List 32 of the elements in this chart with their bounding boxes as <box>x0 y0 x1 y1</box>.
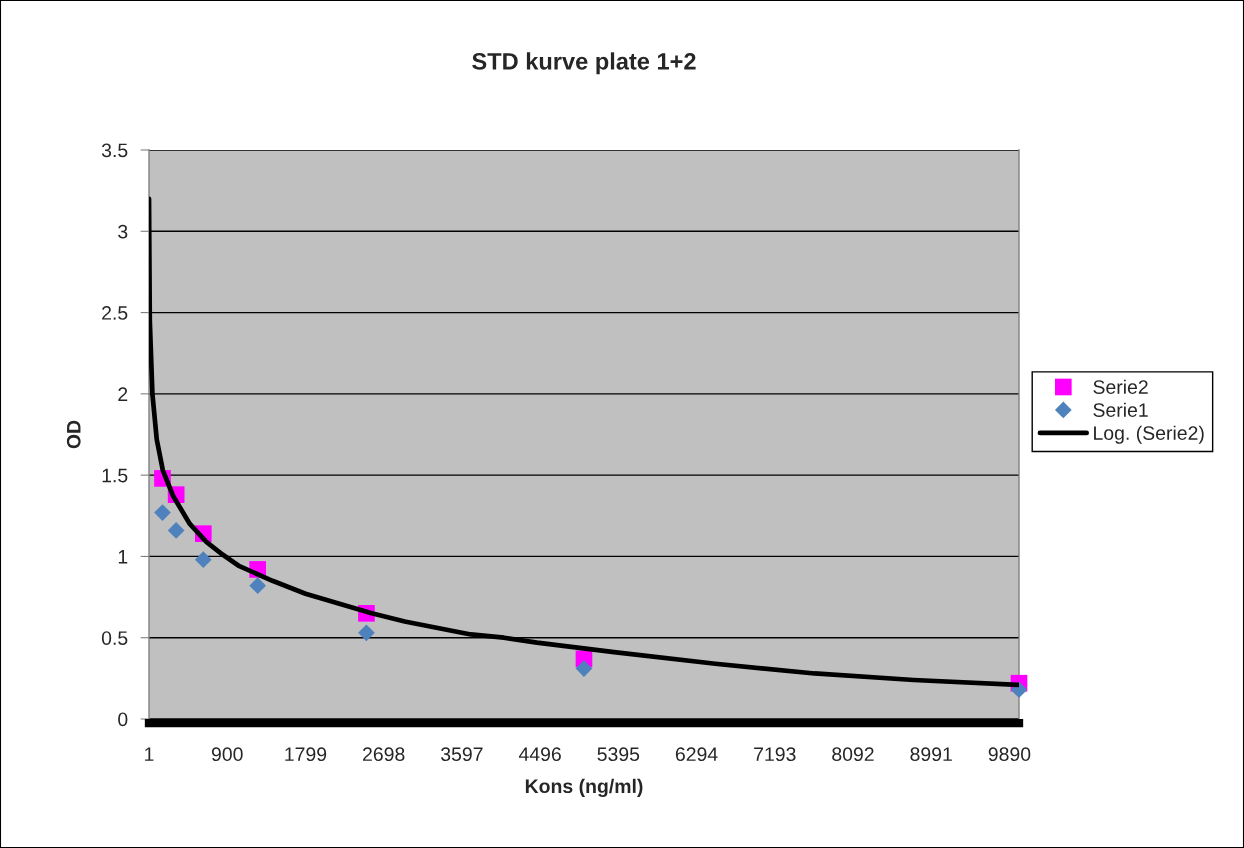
legend-label: Serie1 <box>1093 402 1148 417</box>
y-axis-title: OD <box>66 420 81 449</box>
y-tick-label: 3.5 <box>101 143 128 158</box>
legend-label: Log. (Serie2) <box>1094 425 1204 444</box>
y-tick-label: 3 <box>118 224 128 239</box>
point <box>167 522 185 539</box>
y-tick-label: 2.5 <box>102 306 128 320</box>
y-tick-label: 0 <box>118 712 128 727</box>
x-tick-label: 8092 <box>832 747 874 762</box>
x-tick-label: 5395 <box>597 747 640 762</box>
y-tick-label: 0.5 <box>101 631 128 645</box>
y-tick-label: 1 <box>118 550 128 564</box>
x-tick-label: 7193 <box>754 747 796 762</box>
x-tick-label: 2698 <box>363 747 405 762</box>
point <box>194 551 212 569</box>
x-tick-label: 3597 <box>441 747 483 762</box>
x-tick-label: 1 <box>145 747 154 761</box>
x-tick-label: 6294 <box>675 747 718 762</box>
point <box>358 624 375 642</box>
point <box>249 577 267 595</box>
x-tick-label: 4496 <box>518 747 561 762</box>
x-tick-label: 900 <box>211 747 243 762</box>
chart-title: STD kurve plate 1+2 <box>472 52 696 75</box>
point <box>575 660 593 677</box>
x-axis-title: Kons (ng/ml) <box>525 778 643 797</box>
legend-label: Serie2 <box>1093 379 1148 394</box>
y-tick-label: 1.5 <box>102 468 128 483</box>
x-tick-label: 1799 <box>285 747 327 762</box>
x-tick-label: 8991 <box>910 747 952 762</box>
y-tick-label: 2 <box>118 387 128 401</box>
point <box>154 504 171 521</box>
x-tick-label: 9890 <box>988 747 1031 762</box>
